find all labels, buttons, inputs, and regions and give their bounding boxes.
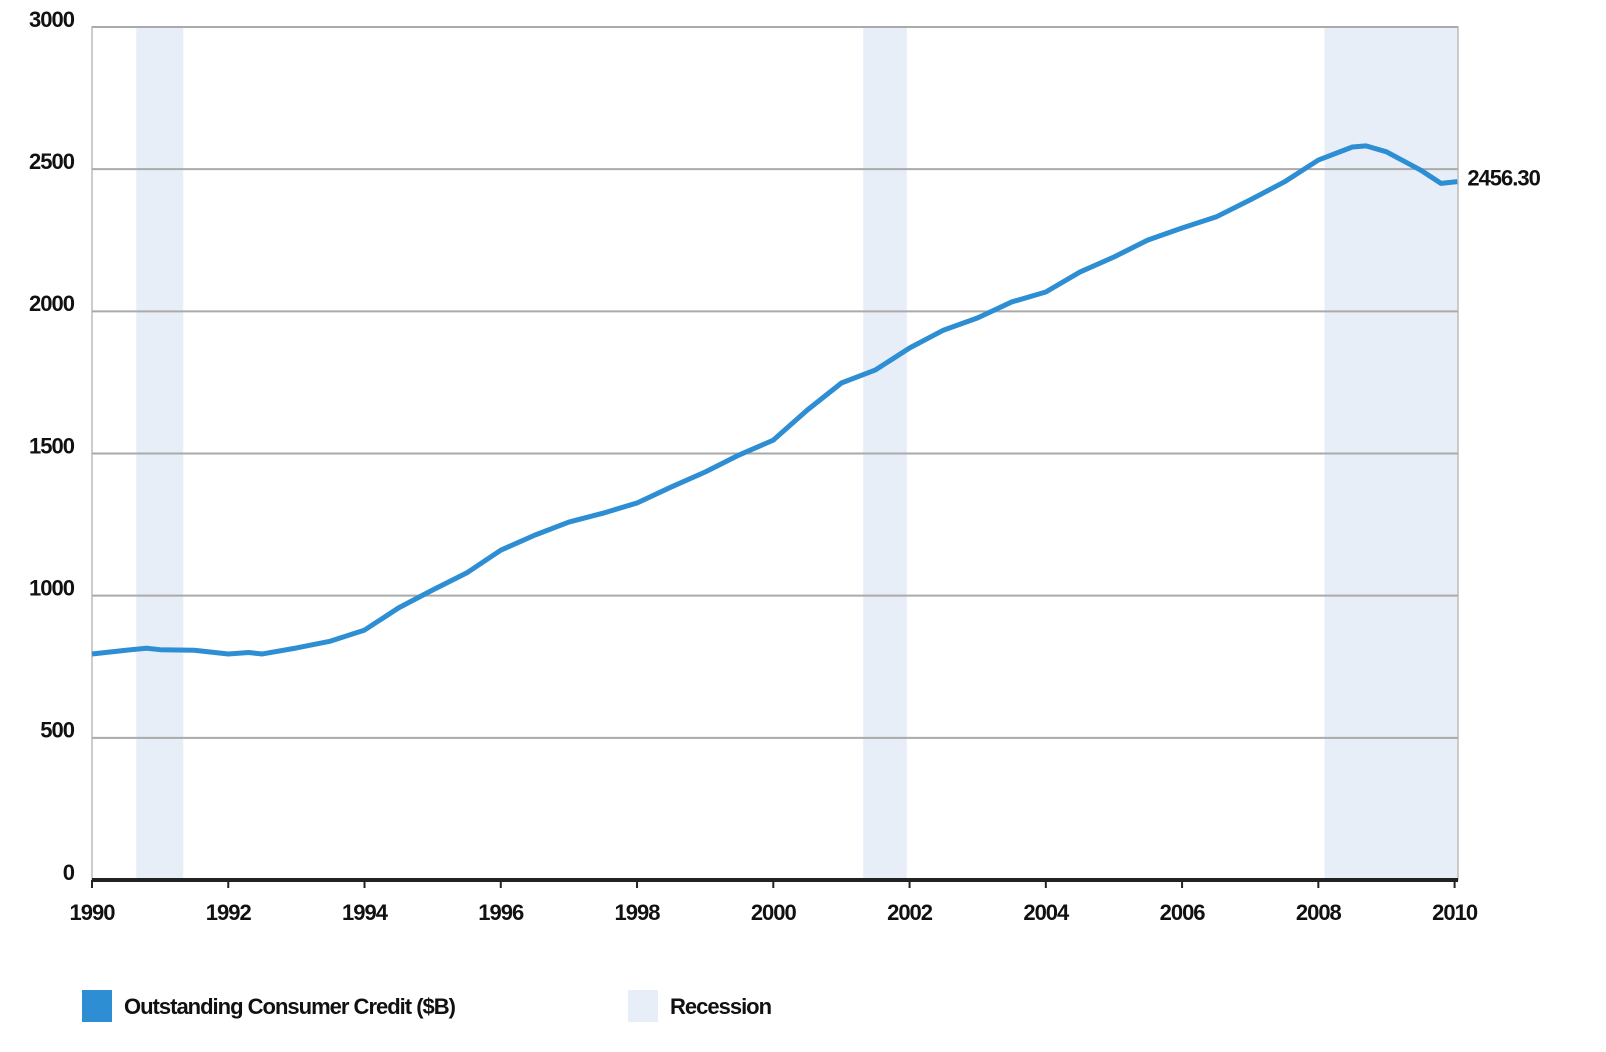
legend-label: Recession — [670, 994, 772, 1019]
line — [91, 143, 1458, 657]
value-label: 2456.30 — [1467, 165, 1540, 190]
x-tick-label: 2004 — [1023, 900, 1070, 925]
legend-swatch — [82, 990, 112, 1022]
y-tick-label: 2500 — [29, 149, 75, 174]
x-tick-label: 1990 — [70, 900, 116, 925]
y-tick-label: 3000 — [29, 7, 75, 32]
x-tick-label: 1998 — [615, 900, 661, 925]
x-tick-label: 1996 — [478, 900, 524, 925]
legend-swatch — [628, 990, 658, 1022]
x-tick-label: 1992 — [206, 900, 252, 925]
y-tick-label: 500 — [40, 718, 74, 743]
legend-label: Outstanding Consumer Credit ($B) — [124, 994, 456, 1019]
y-tick-label: 0 — [63, 860, 75, 885]
y-tick-label: 2000 — [29, 291, 75, 316]
x-tick-label: 2010 — [1432, 900, 1478, 925]
x-tick-label: 1994 — [342, 900, 389, 925]
x-tick-label: 2000 — [751, 900, 797, 925]
x-tick-label: 2006 — [1160, 900, 1206, 925]
y-tick-label: 1500 — [29, 433, 75, 458]
y-tick-label: 1000 — [29, 575, 75, 600]
x-tick-label: 2008 — [1296, 900, 1342, 925]
x-tick-label: 2002 — [887, 900, 933, 925]
